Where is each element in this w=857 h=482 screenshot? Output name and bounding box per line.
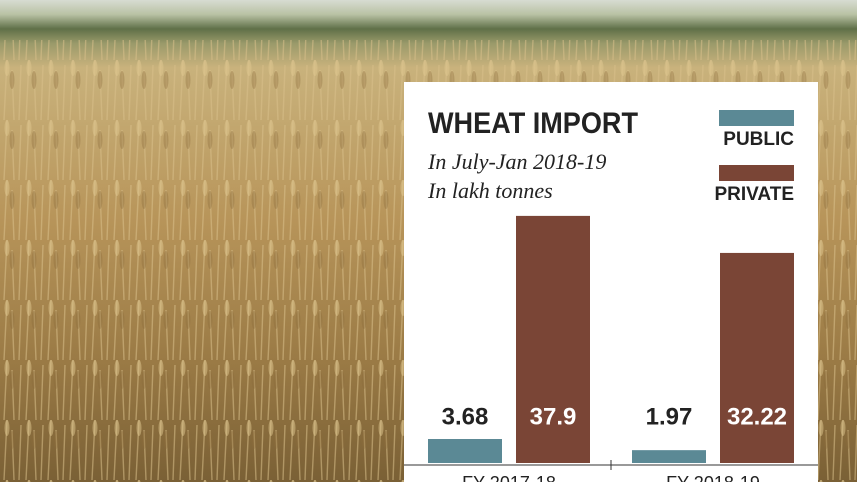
chart-title: WHEAT IMPORT — [428, 107, 638, 140]
x-tick-label: FY 2018-19 — [666, 473, 760, 482]
data-label: 32.22 — [727, 403, 787, 430]
legend-swatch — [719, 165, 794, 181]
data-label: 37.9 — [530, 403, 577, 430]
legend-swatch — [719, 110, 794, 126]
bar — [428, 439, 502, 463]
chart-subtitle: In July-Jan 2018-19 — [427, 149, 606, 174]
bar — [632, 450, 706, 463]
data-label: 1.97 — [646, 403, 693, 430]
bar — [720, 252, 794, 463]
x-tick-label: FY 2017-18 — [462, 473, 556, 482]
legend-label: PUBLIC — [723, 129, 794, 150]
bar — [516, 215, 590, 463]
legend-label: PRIVATE — [714, 184, 794, 205]
chart-subtitle: In lakh tonnes — [427, 178, 553, 203]
data-label: 3.68 — [442, 403, 489, 430]
